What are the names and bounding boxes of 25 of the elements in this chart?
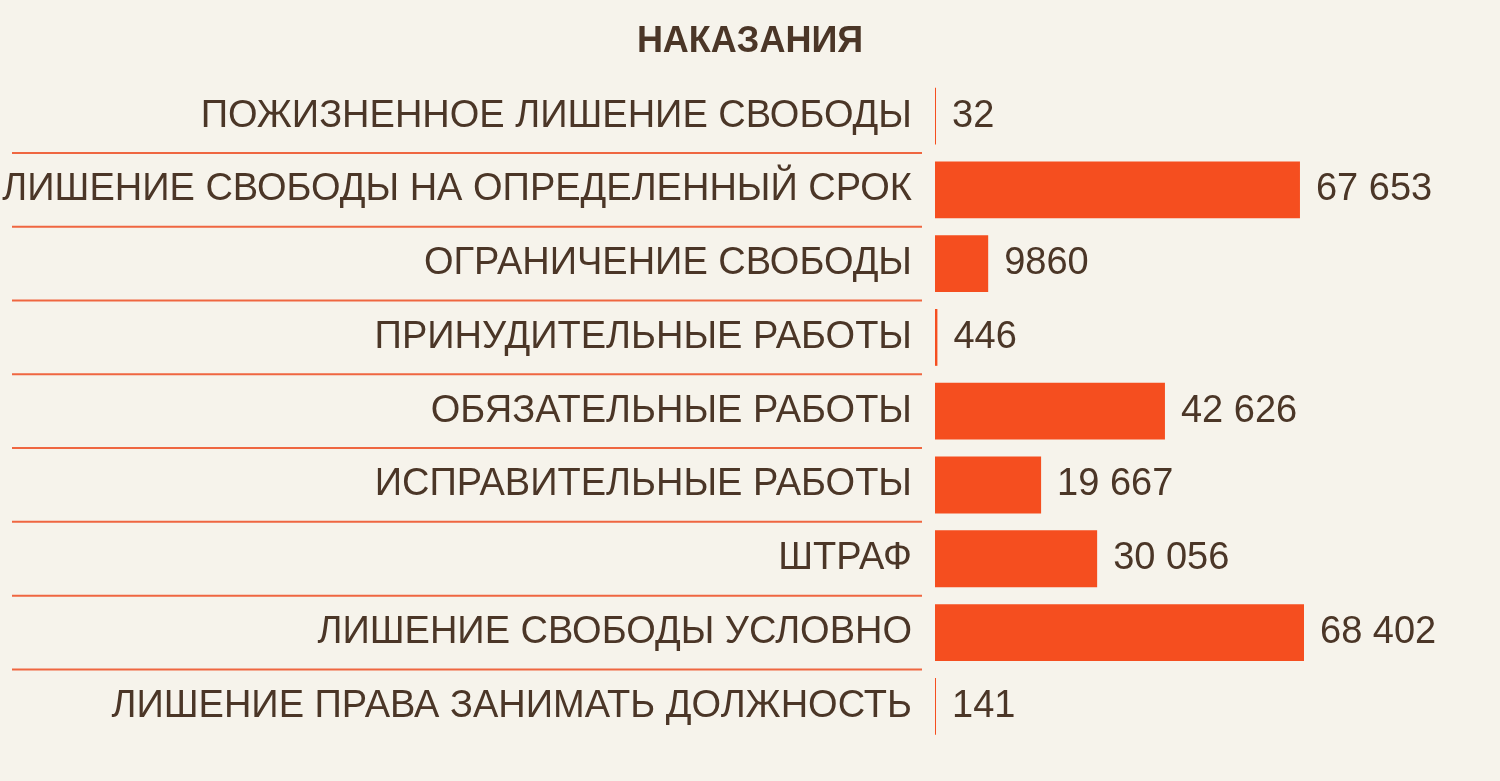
data-label: 141: [952, 682, 1016, 725]
data-label: 67 653: [1315, 166, 1433, 209]
bar: [935, 235, 989, 293]
chart-title: НАКАЗАНИЯ: [636, 18, 864, 60]
bar: [935, 604, 1304, 661]
y-tick-label: ШТРАФ: [778, 535, 912, 578]
data-label: 30 056: [1113, 535, 1230, 578]
data-label: 9860: [1004, 240, 1089, 283]
data-label: 42 626: [1180, 387, 1298, 430]
y-tick-label: ЛИШЕНИЕ СВОБОДЫ УСЛОВНО: [317, 609, 912, 652]
y-tick-label: ОГРАНИЧЕНИЕ СВОБОДЫ: [423, 240, 912, 283]
bar: [935, 161, 1300, 219]
y-tick-label: ОБЯЗАТЕЛЬНЫЕ РАБОТЫ: [430, 387, 912, 430]
data-label: 32: [952, 92, 995, 135]
bar: [935, 456, 1042, 514]
y-tick-label: ЛИШЕНИЕ ПРАВА ЗАНИМАТЬ ДОЛЖНОСТЬ: [111, 682, 912, 725]
y-tick-label: ПОЖИЗНЕННОЕ ЛИШЕНИЕ СВОБОДЫ: [200, 92, 912, 135]
data-label: 446: [953, 313, 1017, 356]
data-label: 68 402: [1320, 609, 1437, 652]
y-tick-label: ИСПРАВИТЕЛЬНЫЕ РАБОТЫ: [374, 461, 912, 504]
bar: [935, 530, 1098, 588]
y-tick-label: ПРИНУДИТЕЛЬНЫЕ РАБОТЫ: [374, 313, 912, 356]
y-tick-label: ЛИШЕНИЕ СВОБОДЫ НА ОПРЕДЕЛЕННЫЙ СРОК: [2, 164, 912, 209]
data-label: 19 667: [1057, 461, 1174, 504]
bar: [935, 382, 1165, 440]
